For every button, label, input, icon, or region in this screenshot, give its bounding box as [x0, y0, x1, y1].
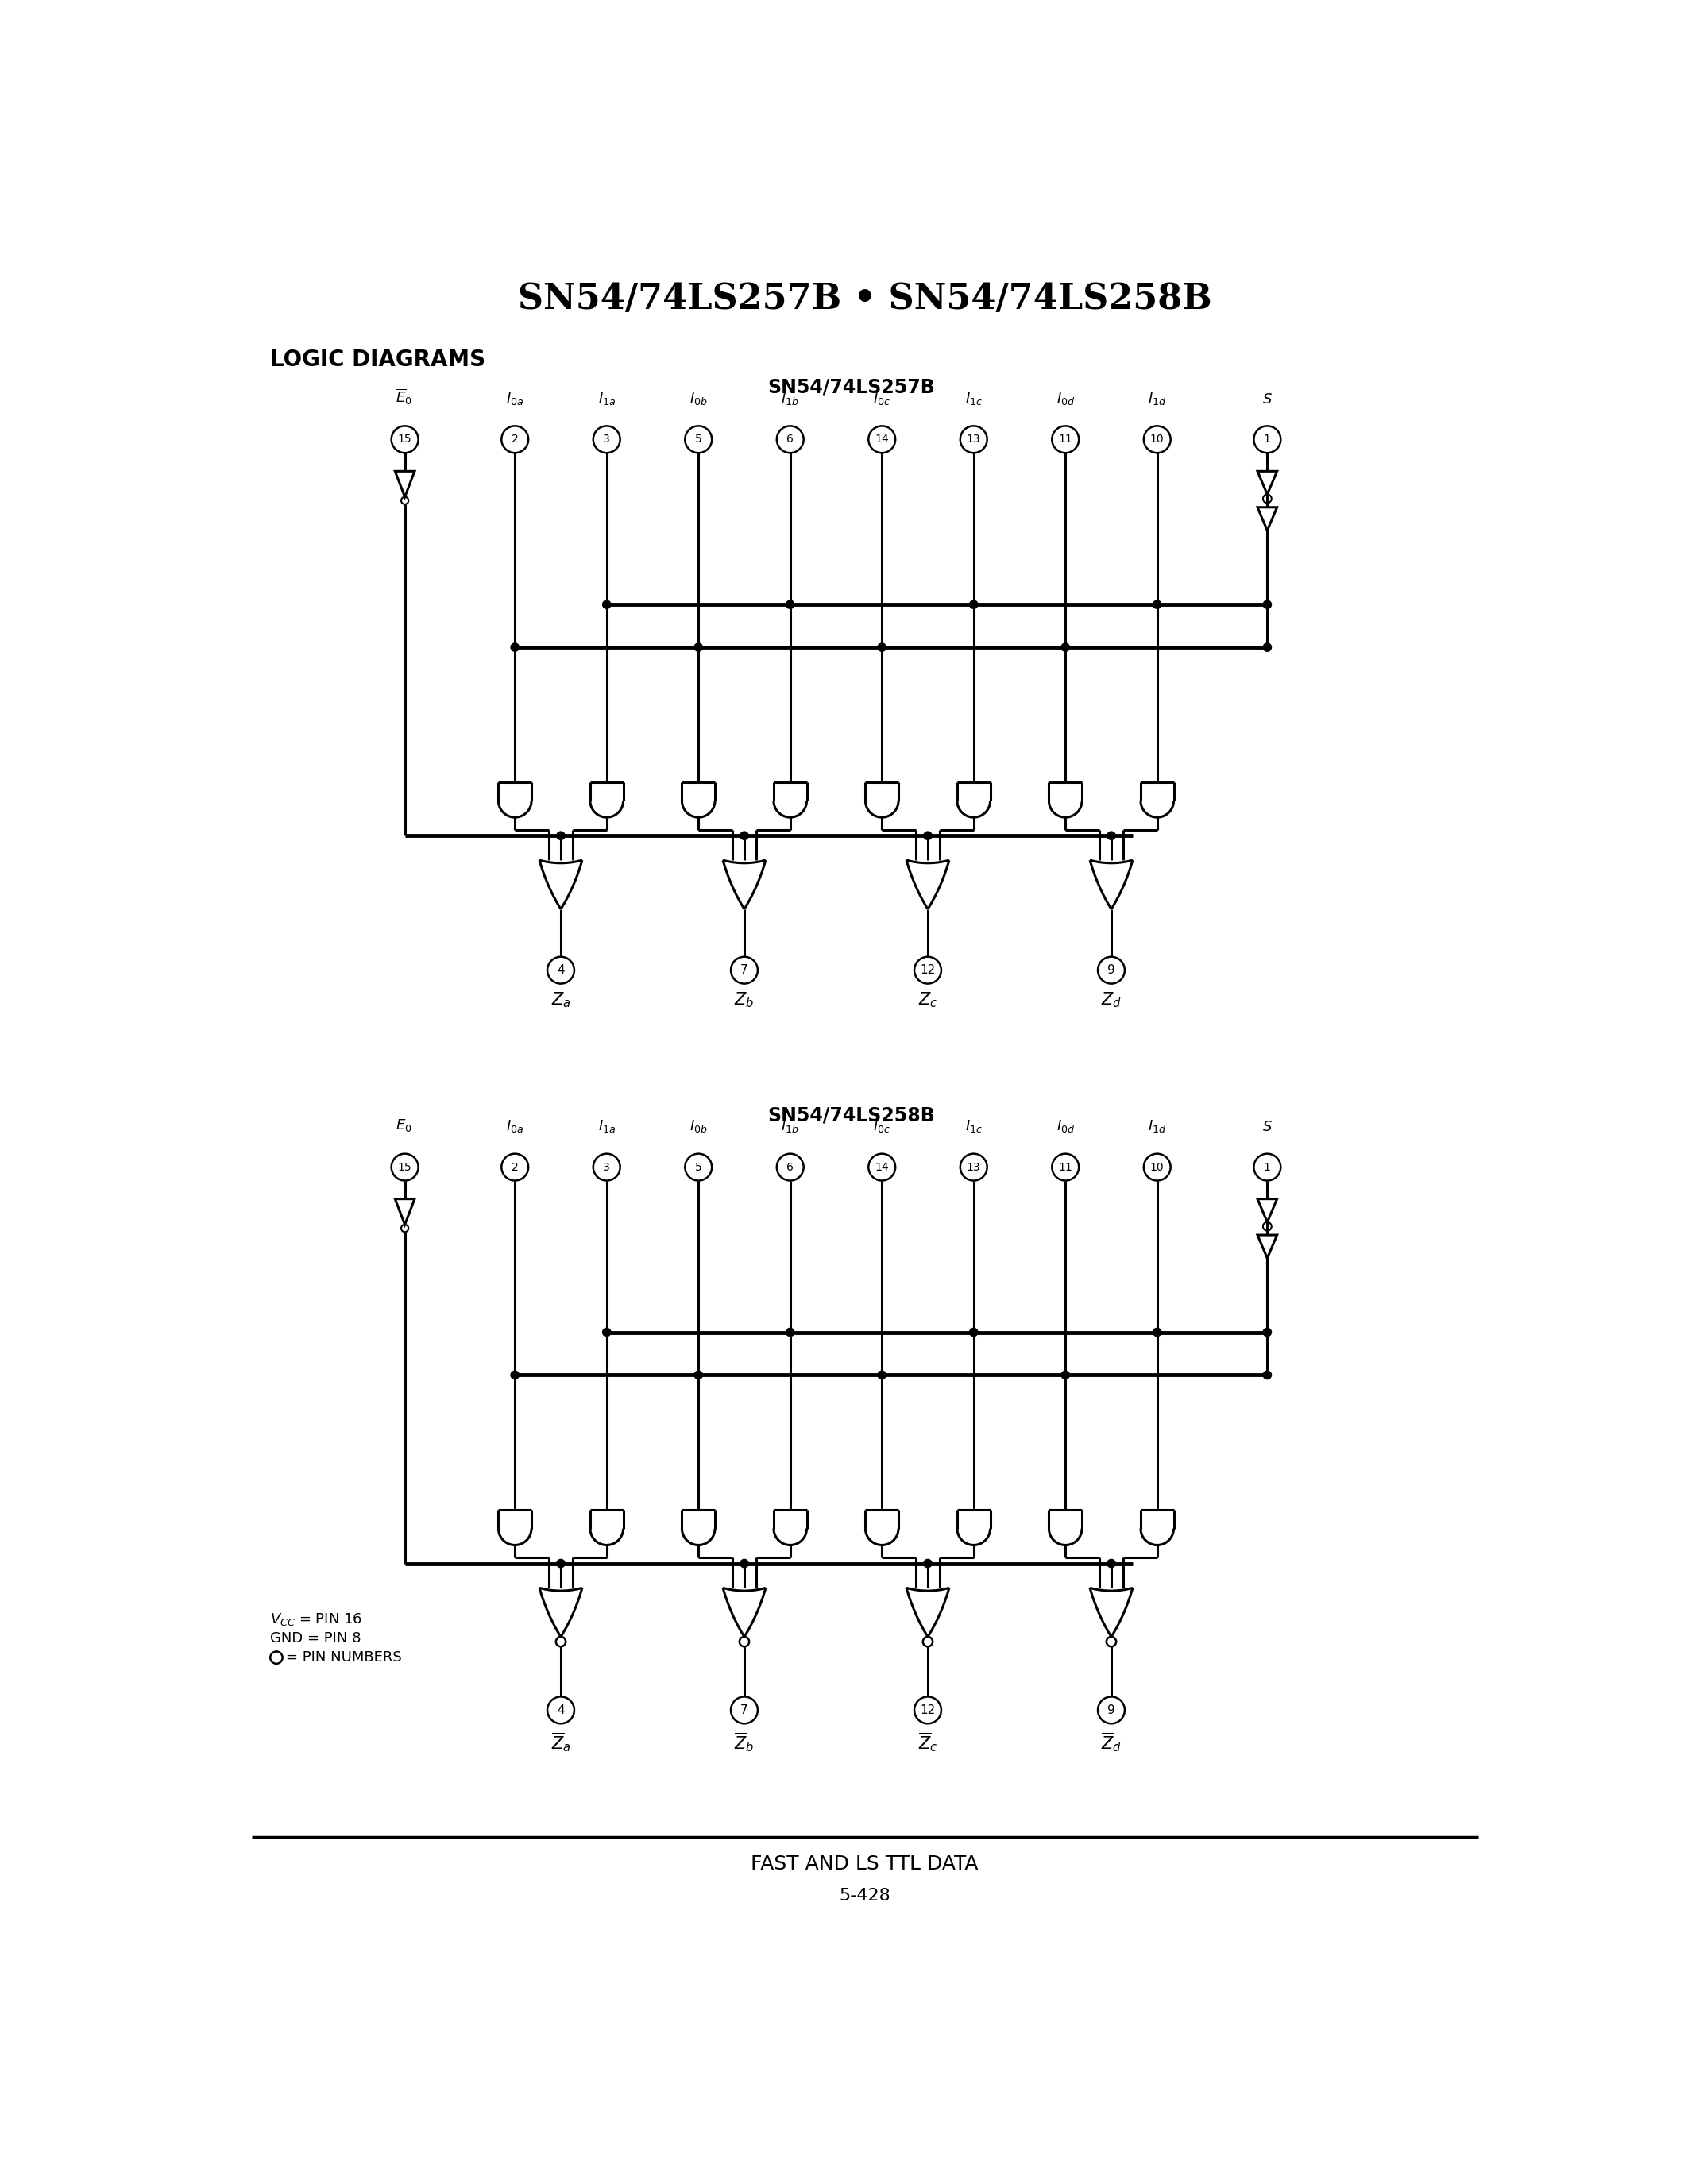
Polygon shape — [1258, 507, 1278, 531]
Text: $Z_{d}$: $Z_{d}$ — [1101, 992, 1121, 1009]
Circle shape — [878, 644, 886, 651]
Circle shape — [971, 601, 977, 607]
Text: $I_{0d}$: $I_{0d}$ — [1057, 1118, 1075, 1133]
Text: 4: 4 — [557, 965, 564, 976]
Text: FAST AND LS TTL DATA: FAST AND LS TTL DATA — [751, 1854, 979, 1874]
Text: $\overline{Z}_{d}$: $\overline{Z}_{d}$ — [1101, 1732, 1123, 1754]
Text: $I_{0c}$: $I_{0c}$ — [873, 391, 891, 406]
Circle shape — [1264, 1372, 1271, 1378]
Circle shape — [1264, 601, 1271, 607]
Circle shape — [1062, 1372, 1069, 1378]
Circle shape — [1062, 644, 1069, 651]
Text: $S$: $S$ — [1263, 1120, 1273, 1133]
Text: $V_{CC}$ = PIN 16: $V_{CC}$ = PIN 16 — [270, 1612, 363, 1627]
Text: = PIN NUMBERS: = PIN NUMBERS — [287, 1651, 402, 1664]
Circle shape — [603, 601, 611, 607]
Text: 14: 14 — [874, 435, 890, 446]
Polygon shape — [395, 472, 415, 498]
Text: 15: 15 — [398, 435, 412, 446]
Text: $I_{1a}$: $I_{1a}$ — [598, 1118, 616, 1133]
Text: 2: 2 — [511, 435, 518, 446]
Circle shape — [557, 1559, 564, 1568]
Circle shape — [511, 1372, 518, 1378]
Text: 11: 11 — [1058, 435, 1072, 446]
Text: SN54/74LS257B • SN54/74LS258B: SN54/74LS257B • SN54/74LS258B — [518, 282, 1212, 317]
Circle shape — [1153, 1328, 1161, 1337]
Text: 1: 1 — [1264, 1162, 1271, 1173]
Polygon shape — [1258, 1234, 1278, 1258]
Text: 15: 15 — [398, 1162, 412, 1173]
Text: 12: 12 — [920, 965, 935, 976]
Circle shape — [695, 1372, 702, 1378]
Text: 3: 3 — [603, 1162, 609, 1173]
Text: 6: 6 — [787, 435, 793, 446]
Text: $Z_{a}$: $Z_{a}$ — [550, 992, 571, 1009]
Text: 11: 11 — [1058, 1162, 1072, 1173]
Polygon shape — [395, 1199, 415, 1225]
Circle shape — [511, 644, 518, 651]
Circle shape — [923, 832, 932, 839]
Text: $S$: $S$ — [1263, 393, 1273, 406]
Text: 7: 7 — [741, 965, 748, 976]
Text: $\overline{Z}_{a}$: $\overline{Z}_{a}$ — [550, 1732, 571, 1754]
Text: 12: 12 — [920, 1704, 935, 1717]
Polygon shape — [1258, 472, 1278, 494]
Text: $Z_{b}$: $Z_{b}$ — [734, 992, 755, 1009]
Text: 7: 7 — [741, 1704, 748, 1717]
Circle shape — [1153, 601, 1161, 607]
Text: SN54/74LS258B: SN54/74LS258B — [768, 1105, 935, 1125]
Circle shape — [878, 1372, 886, 1378]
Text: GND = PIN 8: GND = PIN 8 — [270, 1631, 361, 1645]
Text: 6: 6 — [787, 1162, 793, 1173]
Text: 4: 4 — [557, 1704, 564, 1717]
Text: $I_{0d}$: $I_{0d}$ — [1057, 391, 1075, 406]
Text: $\overline{Z}_{b}$: $\overline{Z}_{b}$ — [734, 1732, 755, 1754]
Text: 2: 2 — [511, 1162, 518, 1173]
Circle shape — [1107, 1559, 1116, 1568]
Text: $I_{0b}$: $I_{0b}$ — [689, 1118, 707, 1133]
Text: 9: 9 — [1107, 1704, 1116, 1717]
Text: $I_{0b}$: $I_{0b}$ — [689, 391, 707, 406]
Text: 5-428: 5-428 — [839, 1889, 891, 1904]
Text: 3: 3 — [603, 435, 609, 446]
Circle shape — [741, 832, 748, 839]
Text: 10: 10 — [1150, 1162, 1165, 1173]
Circle shape — [787, 1328, 793, 1337]
Circle shape — [971, 1328, 977, 1337]
Circle shape — [695, 644, 702, 651]
Text: $I_{1c}$: $I_{1c}$ — [966, 391, 982, 406]
Text: $I_{1d}$: $I_{1d}$ — [1148, 391, 1166, 406]
Circle shape — [557, 832, 564, 839]
Text: SN54/74LS257B: SN54/74LS257B — [768, 378, 935, 397]
Text: $I_{0a}$: $I_{0a}$ — [506, 1118, 523, 1133]
Text: 14: 14 — [874, 1162, 890, 1173]
Text: 10: 10 — [1150, 435, 1165, 446]
Text: 13: 13 — [967, 1162, 981, 1173]
Circle shape — [787, 601, 793, 607]
Text: 5: 5 — [695, 435, 702, 446]
Text: $I_{0c}$: $I_{0c}$ — [873, 1118, 891, 1133]
Text: $I_{0a}$: $I_{0a}$ — [506, 391, 523, 406]
Circle shape — [741, 1559, 748, 1568]
Text: $I_{1b}$: $I_{1b}$ — [782, 1118, 798, 1133]
Text: $\overline{E}_{0}$: $\overline{E}_{0}$ — [395, 1114, 412, 1133]
Text: $I_{1c}$: $I_{1c}$ — [966, 1118, 982, 1133]
Text: $I_{1d}$: $I_{1d}$ — [1148, 1118, 1166, 1133]
Circle shape — [603, 1328, 611, 1337]
Polygon shape — [1258, 1199, 1278, 1223]
Text: $I_{1b}$: $I_{1b}$ — [782, 391, 798, 406]
Text: $I_{1a}$: $I_{1a}$ — [598, 391, 616, 406]
Circle shape — [1264, 1328, 1271, 1337]
Circle shape — [923, 1559, 932, 1568]
Text: 13: 13 — [967, 435, 981, 446]
Text: 1: 1 — [1264, 435, 1271, 446]
Circle shape — [1264, 644, 1271, 651]
Text: $\overline{Z}_{c}$: $\overline{Z}_{c}$ — [918, 1732, 937, 1754]
Text: $Z_{c}$: $Z_{c}$ — [918, 992, 937, 1009]
Text: LOGIC DIAGRAMS: LOGIC DIAGRAMS — [270, 349, 486, 371]
Text: 5: 5 — [695, 1162, 702, 1173]
Text: 9: 9 — [1107, 965, 1116, 976]
Text: $\overline{E}_{0}$: $\overline{E}_{0}$ — [395, 387, 412, 406]
Circle shape — [1107, 832, 1116, 839]
